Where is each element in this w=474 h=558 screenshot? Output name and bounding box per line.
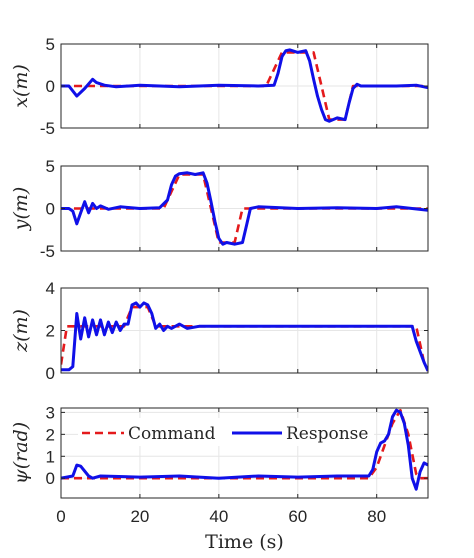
series-command-line	[61, 408, 428, 480]
subplot-2: -5 0 5 y(m)	[10, 157, 429, 261]
subplot-1: -5 0 5 x(m)	[10, 35, 429, 138]
subplot-4: 0 1 2 3 ψ(rad) 0 20 40 60 80 Time (s) Command Respon…	[10, 403, 429, 553]
series-response-line	[61, 408, 428, 491]
y-axis-label: y(m)	[10, 187, 32, 232]
series-command-line	[61, 305, 428, 372]
y-tick-label: 1	[46, 447, 55, 466]
legend: Command Response	[78, 418, 374, 446]
y-axis-label: x(m)	[10, 64, 32, 108]
x-tick-label: 60	[288, 507, 307, 526]
y-tick-label: 3	[46, 403, 55, 422]
y-tick-label: -5	[40, 119, 55, 138]
y-tick-label: 5	[46, 157, 55, 176]
subplots: -5 0 5 x(m) -5 0 5 y(m) 0 2 4 z(m) 0 1 2 3 ψ(rad) 0 20 40 60…	[10, 35, 429, 553]
series-group	[61, 301, 428, 372]
legend-background	[78, 418, 374, 446]
x-tick-label: 20	[130, 507, 149, 526]
series-response-line	[61, 301, 428, 372]
y-tick-label: 0	[46, 364, 55, 383]
y-tick-label: 2	[46, 425, 55, 444]
series-group	[61, 171, 428, 246]
series-response-line	[61, 48, 428, 123]
y-tick-label: 0	[46, 469, 55, 488]
legend-command-label: Command	[128, 424, 216, 444]
y-axis-label: ψ(rad)	[10, 422, 32, 484]
legend-response-label: Response	[286, 424, 368, 444]
y-axis-label: z(m)	[10, 309, 32, 353]
y-tick-label: 5	[46, 35, 55, 54]
y-tick-label: 0	[46, 200, 55, 219]
axes-box	[60, 407, 429, 499]
series-group	[61, 48, 428, 123]
series-response-line	[61, 171, 428, 246]
x-tick-label: 80	[367, 507, 386, 526]
subplot-3: 0 2 4 z(m)	[10, 279, 429, 383]
x-tick-label: 0	[56, 507, 65, 526]
series-group	[61, 408, 428, 491]
y-tick-label: -5	[40, 242, 55, 261]
x-tick-label: 40	[209, 507, 228, 526]
y-tick-label: 2	[46, 322, 55, 341]
x-axis-label: Time (s)	[205, 531, 284, 553]
y-tick-label: 4	[46, 279, 55, 298]
y-tick-label: 0	[46, 77, 55, 96]
